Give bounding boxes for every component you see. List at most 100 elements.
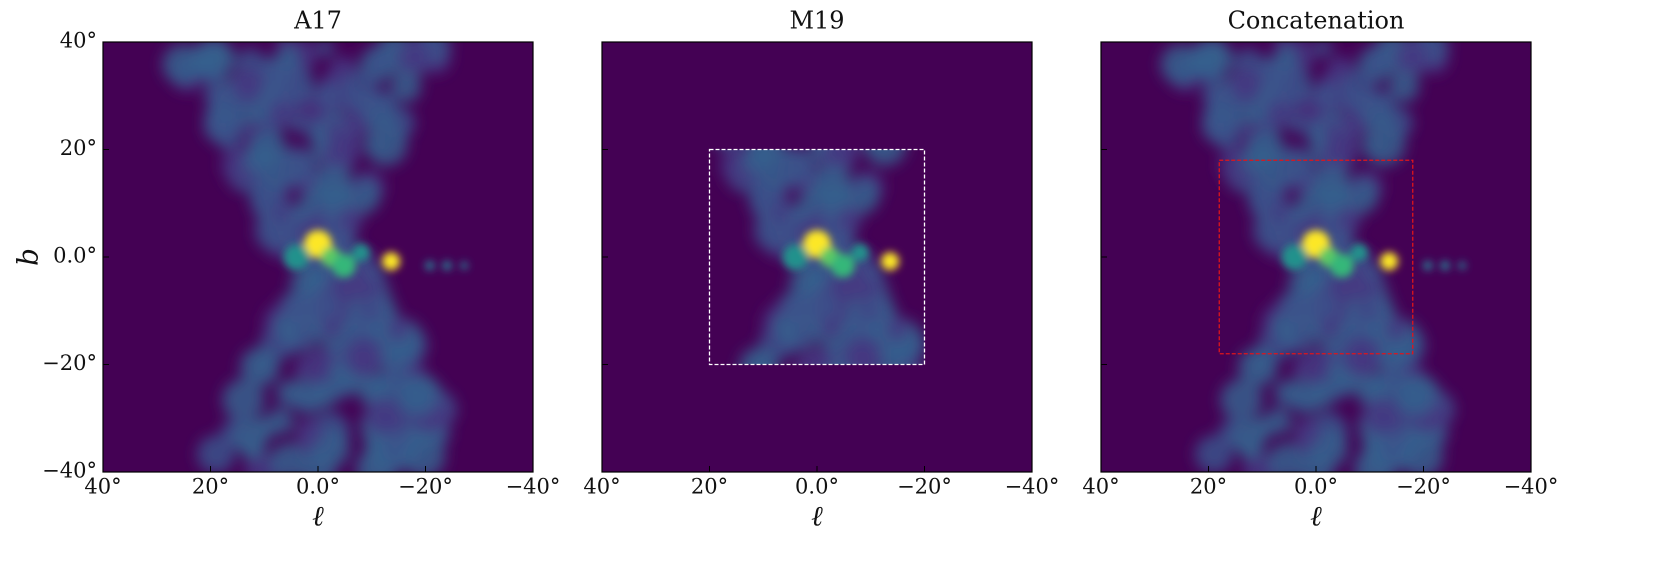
density-blob [1285, 151, 1311, 177]
density-blob [270, 62, 314, 106]
density-blob [239, 346, 280, 387]
density-blob [196, 435, 236, 472]
density-blob [1240, 146, 1270, 175]
x-tick-label: 0.0° [1294, 475, 1338, 499]
y-tick-label: 40° [60, 29, 97, 53]
density-blob [396, 42, 431, 74]
density-peak [830, 253, 855, 278]
y-tick-label: 20° [60, 136, 97, 160]
density-peak [1329, 253, 1354, 278]
density-blob [1274, 45, 1298, 69]
density-peak [851, 243, 869, 262]
density-blob [1294, 418, 1322, 446]
density-blob [1313, 84, 1338, 108]
density-blob [886, 317, 909, 341]
density-blob [269, 100, 296, 127]
density-blob [1250, 416, 1274, 440]
panel-title: Concatenation [1228, 7, 1405, 35]
density-blob [1268, 62, 1312, 106]
region-box [708, 148, 926, 366]
x-tick-label: −20° [398, 475, 453, 499]
x-tick-label: −40° [1005, 475, 1060, 499]
density-blob [1340, 70, 1377, 107]
density-blob [850, 349, 875, 365]
density-blob [864, 149, 906, 166]
density-peak [424, 260, 435, 271]
density-peak [331, 253, 356, 278]
x-tick-label: 0.0° [296, 475, 340, 499]
density-blob [1362, 294, 1384, 315]
density-blob [741, 149, 771, 175]
density-blob [1283, 292, 1315, 324]
density-blob [1207, 85, 1226, 104]
heatmap-diffuse [720, 149, 925, 365]
density-blob [1362, 123, 1406, 167]
heatmap-core [283, 230, 469, 278]
density-blob [364, 294, 386, 315]
density-peak [1350, 243, 1368, 262]
density-blob [399, 374, 441, 416]
density-peak [352, 243, 370, 262]
heatmap [1160, 42, 1467, 472]
density-blob [296, 418, 324, 446]
density-blob [1210, 120, 1241, 150]
density-blob [193, 42, 235, 80]
region-box [1218, 159, 1414, 355]
density-peak [382, 252, 401, 271]
y-tick-label: 0.0° [53, 244, 97, 268]
density-blob [364, 397, 403, 436]
density-blob [1367, 322, 1385, 340]
density-blob [1267, 100, 1294, 127]
density-blob [324, 121, 345, 141]
x-tick-label: 20° [192, 475, 229, 499]
density-peak [1422, 260, 1433, 271]
density-blob [252, 416, 276, 440]
y-axis-label: b [12, 248, 45, 266]
heatmap [162, 42, 469, 472]
density-blob [401, 434, 446, 472]
density-blob [1349, 349, 1374, 375]
density-blob [310, 381, 338, 409]
density-blob [222, 378, 265, 422]
density-blob [1246, 106, 1265, 125]
density-peak [1440, 260, 1450, 271]
density-blob [317, 42, 335, 57]
density-peak [460, 261, 469, 270]
density-blob [1363, 48, 1390, 74]
density-blob [1237, 346, 1278, 387]
density-blob [313, 165, 351, 204]
density-blob [868, 322, 886, 340]
x-tick-label: −40° [506, 475, 561, 499]
x-tick-label: −40° [1504, 475, 1559, 499]
density-blob [1322, 121, 1343, 141]
density-blob [784, 292, 816, 324]
heatmap-core [1281, 230, 1467, 278]
density-peak [1458, 261, 1467, 270]
density-blob [212, 120, 243, 150]
density-blob [1307, 290, 1339, 322]
density-blob [786, 151, 812, 177]
density-blob [242, 146, 272, 175]
x-axis-label: ℓ [811, 500, 823, 533]
density-blob [372, 91, 396, 114]
density-blob [1397, 374, 1439, 416]
density-blob [369, 322, 387, 340]
density-blob [1239, 437, 1263, 461]
x-tick-label: 20° [691, 475, 728, 499]
density-blob [1385, 317, 1408, 341]
density-blob [276, 45, 300, 69]
density-blob [1270, 205, 1288, 224]
density-blob [1362, 397, 1401, 436]
y-tick-label: −40° [42, 459, 97, 483]
density-blob [1228, 66, 1264, 102]
density-blob [162, 44, 203, 85]
density-blob [1296, 348, 1334, 385]
x-tick-label: −20° [897, 475, 952, 499]
density-blob [798, 348, 835, 365]
density-peak [782, 244, 809, 270]
x-tick-label: 0.0° [795, 475, 839, 499]
density-blob [287, 151, 313, 177]
density-blob [298, 348, 336, 385]
density-peak [1281, 244, 1308, 270]
